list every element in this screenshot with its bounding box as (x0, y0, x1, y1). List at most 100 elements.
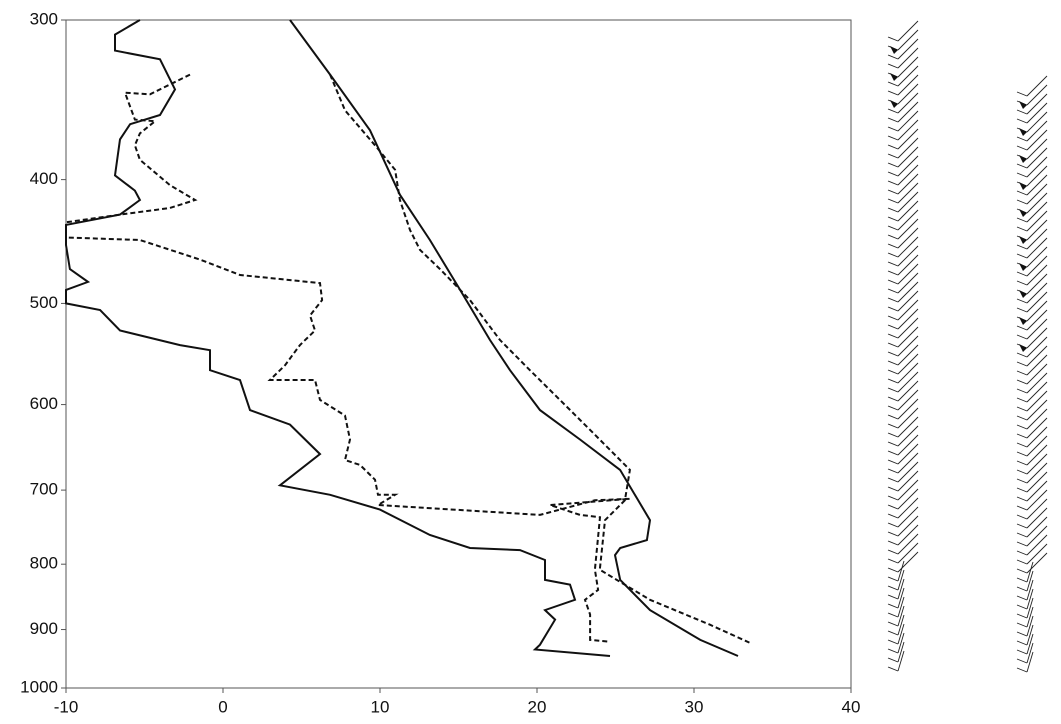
barb-feather (1016, 253, 1028, 259)
barb-staff (1026, 282, 1048, 304)
barb-feather (1016, 613, 1028, 619)
barb-staff (1026, 318, 1048, 340)
barb-staff (1026, 84, 1048, 106)
barb-feather (1016, 442, 1028, 448)
barb-staff (1026, 129, 1048, 151)
barb-staff (897, 569, 905, 591)
barb-flag (1019, 236, 1027, 244)
barb-staff (1026, 210, 1048, 232)
barb-staff (897, 47, 919, 69)
barb-staff (897, 281, 919, 303)
barb-feather (887, 351, 899, 357)
barb-staff (897, 227, 919, 249)
barb-feather (1016, 415, 1028, 421)
barb-feather (887, 432, 899, 438)
barb-staff (1026, 597, 1034, 619)
barb-feather (887, 369, 899, 375)
barb-feather (887, 414, 899, 420)
barb-feather (887, 423, 899, 429)
barb-staff (1026, 471, 1048, 493)
barb-staff (1026, 543, 1048, 565)
y-tick-label: 400 (30, 169, 58, 188)
barb-staff (897, 443, 919, 465)
barb-feather (1016, 361, 1028, 367)
barb-staff (1026, 507, 1048, 529)
barb-feather (1016, 199, 1028, 205)
barb-feather (887, 153, 899, 159)
barb-feather (1016, 478, 1028, 484)
barb-staff (1026, 651, 1034, 673)
barb-feather (1016, 424, 1028, 430)
barb-staff (897, 362, 919, 384)
barb-feather (1016, 658, 1028, 664)
barb-feather (887, 297, 899, 303)
barb-feather (887, 135, 899, 141)
barb-feather (887, 279, 899, 285)
barb-flag (1019, 290, 1027, 298)
barb-staff (897, 299, 919, 321)
barb-feather (1016, 451, 1028, 457)
barb-feather (1016, 190, 1028, 196)
barb-feather (887, 207, 899, 213)
barb-staff (1026, 327, 1048, 349)
barb-feather (887, 657, 899, 663)
barb-feather (887, 513, 899, 519)
y-tick-label: 900 (30, 619, 58, 638)
barb-feather (1016, 334, 1028, 340)
barb-staff (897, 20, 919, 42)
barb-feather (887, 243, 899, 249)
barb-staff (897, 272, 919, 294)
barb-staff (897, 614, 905, 636)
barb-staff (1026, 219, 1048, 241)
barb-feather (1016, 226, 1028, 232)
barb-staff (1026, 489, 1048, 511)
barb-feather (1016, 217, 1028, 223)
barb-staff (897, 200, 919, 222)
barb-staff (897, 461, 919, 483)
barb-staff (897, 470, 919, 492)
barb-feather (887, 477, 899, 483)
barb-staff (1026, 417, 1048, 439)
barb-feather (887, 540, 899, 546)
barb-staff (897, 110, 919, 132)
barb-feather (887, 378, 899, 384)
barb-staff (897, 650, 905, 672)
barb-staff (897, 479, 919, 501)
barb-staff (1026, 93, 1048, 115)
barb-staff (1026, 291, 1048, 313)
barb-feather (887, 171, 899, 177)
barb-feather (887, 585, 899, 591)
x-tick-label: 10 (371, 697, 390, 716)
x-tick-label: 40 (842, 697, 861, 716)
barb-staff (897, 308, 919, 330)
barb-staff (1026, 255, 1048, 277)
barb-feather (1016, 397, 1028, 403)
barb-feather (887, 495, 899, 501)
barb-feather (1016, 667, 1028, 673)
barb-staff (1026, 309, 1048, 331)
barb-staff (897, 506, 919, 528)
barb-feather (887, 360, 899, 366)
barb-staff (1026, 642, 1034, 664)
barb-feather (1016, 352, 1028, 358)
barb-feather (887, 522, 899, 528)
barb-staff (1026, 462, 1048, 484)
barb-feather (1016, 298, 1028, 304)
barb-staff (897, 407, 919, 429)
barb-feather (1016, 172, 1028, 178)
barb-feather (1016, 271, 1028, 277)
y-tick-label: 500 (30, 293, 58, 312)
barb-staff (1026, 111, 1048, 133)
barb-feather (887, 162, 899, 168)
barb-staff (897, 290, 919, 312)
barb-feather (887, 36, 899, 42)
barb-staff (1026, 300, 1048, 322)
barb-staff (1026, 237, 1048, 259)
barb-staff (897, 380, 919, 402)
barb-feather (1016, 514, 1028, 520)
barb-feather (1016, 595, 1028, 601)
barb-feather (1016, 505, 1028, 511)
barb-feather (887, 441, 899, 447)
barb-staff (897, 551, 919, 573)
barb-staff (1026, 273, 1048, 295)
